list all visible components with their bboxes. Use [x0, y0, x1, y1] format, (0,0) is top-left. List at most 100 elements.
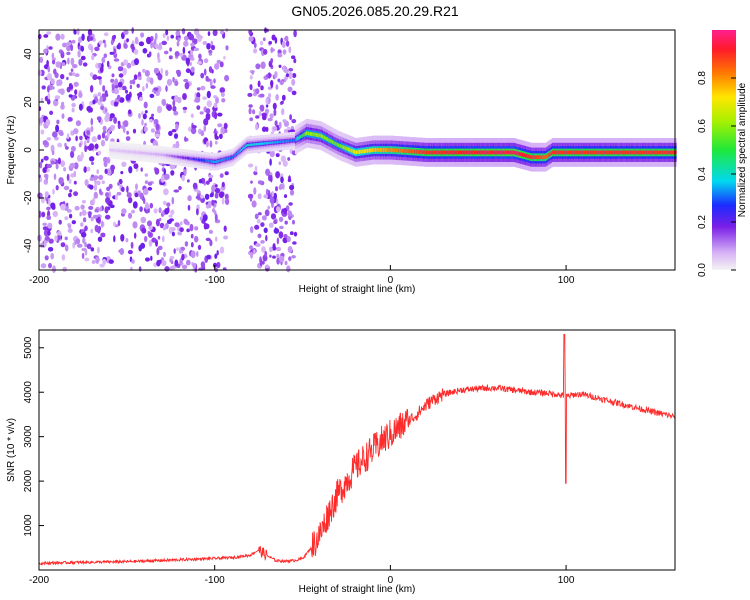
noise-speck: [278, 216, 284, 223]
snr-y-label: SNR (10 * v/v): [6, 418, 17, 482]
ridge-cell: [560, 150, 563, 155]
ridge-cell: [533, 155, 536, 160]
ridge-cell: [649, 150, 651, 155]
noise-speck: [42, 222, 47, 226]
ridge-cell: [165, 154, 168, 157]
ridge-cell: [350, 148, 352, 153]
noise-speck: [253, 187, 257, 195]
ridge-cell: [675, 150, 677, 155]
ridge-cell: [609, 150, 612, 155]
noise-speck: [102, 39, 106, 44]
noise-speck: [40, 158, 44, 163]
ridge-cell: [383, 148, 386, 152]
noise-speck: [259, 104, 265, 112]
noise-speck: [67, 224, 72, 229]
ridge-cell: [628, 150, 630, 155]
ridge-cell: [261, 142, 264, 145]
noise-speck: [118, 86, 123, 91]
noise-speck: [151, 237, 157, 243]
ridge-cell: [195, 158, 197, 161]
noise-speck: [196, 251, 199, 257]
noise-speck: [196, 105, 201, 110]
noise-speck: [93, 191, 98, 199]
noise-speck: [209, 140, 213, 148]
noise-speck: [171, 129, 177, 133]
noise-speck: [137, 71, 142, 78]
ridge-cell: [344, 145, 346, 150]
noise-speck: [78, 142, 82, 148]
noise-speck: [163, 50, 169, 55]
noise-speck: [128, 166, 133, 174]
noise-speck: [217, 123, 223, 128]
noise-speck: [127, 196, 133, 204]
noise-speck: [223, 225, 227, 232]
noise-speck: [108, 191, 112, 198]
noise-speck: [174, 259, 179, 267]
noise-speck: [40, 97, 44, 103]
noise-speck: [257, 180, 263, 185]
noise-speck: [104, 214, 111, 220]
ridge-cell: [125, 150, 127, 153]
noise-speck: [221, 181, 225, 188]
ridge-cell: [192, 157, 195, 161]
noise-speck: [278, 121, 282, 129]
ridge-cell: [291, 139, 293, 142]
noise-speck: [89, 156, 95, 162]
noise-speck: [145, 257, 150, 262]
y-tick-label: 0: [23, 147, 34, 153]
colorbar-tick-label: 0.2: [697, 215, 708, 229]
noise-speck: [175, 123, 179, 131]
noise-speck: [53, 68, 57, 75]
ridge-cell: [264, 142, 266, 145]
noise-speck: [269, 196, 275, 204]
noise-speck: [164, 173, 170, 180]
ridge-cell: [497, 150, 500, 155]
noise-speck: [185, 68, 191, 74]
noise-speck: [99, 206, 103, 212]
ridge-cell: [625, 150, 628, 155]
ridge-cell: [449, 150, 452, 155]
noise-speck: [141, 227, 147, 234]
ridge-cell: [515, 151, 517, 155]
noise-speck: [103, 53, 108, 58]
noise-speck: [259, 93, 265, 98]
noise-speck: [215, 96, 219, 104]
noise-speck: [142, 86, 145, 92]
ridge-cell: [633, 150, 635, 155]
ridge-cell: [595, 150, 597, 155]
noise-speck: [99, 188, 102, 194]
noise-speck: [52, 131, 58, 138]
noise-speck: [96, 76, 102, 80]
ridge-cell: [550, 151, 553, 156]
ridge-cell: [146, 152, 148, 155]
noise-speck: [270, 58, 274, 64]
ridge-cell: [483, 150, 485, 155]
noise-speck: [105, 196, 111, 204]
ridge-cell: [622, 150, 624, 155]
noise-speck: [291, 78, 296, 86]
noise-speck: [276, 257, 280, 265]
noise-speck: [145, 202, 149, 208]
noise-speck: [82, 217, 87, 223]
ridge-cell: [281, 140, 284, 143]
noise-speck: [203, 222, 208, 230]
ridge-cell: [629, 150, 632, 155]
noise-speck: [70, 68, 74, 72]
noise-speck: [123, 30, 129, 35]
ridge-cell: [523, 153, 526, 158]
noise-speck: [67, 228, 73, 234]
ridge-cell: [563, 150, 565, 155]
noise-speck: [206, 90, 211, 99]
noise-speck: [145, 209, 150, 214]
ridge-cell: [130, 150, 132, 154]
ridge-cell: [285, 140, 287, 143]
noise-speck: [44, 236, 50, 241]
ridge-cell: [217, 160, 220, 163]
noise-speck: [274, 71, 278, 79]
ridge-cell: [334, 141, 336, 146]
noise-speck: [283, 128, 288, 134]
noise-speck: [293, 231, 298, 237]
noise-speck: [153, 87, 159, 91]
ridge-cell: [196, 158, 199, 161]
ridge-cell: [131, 150, 133, 154]
